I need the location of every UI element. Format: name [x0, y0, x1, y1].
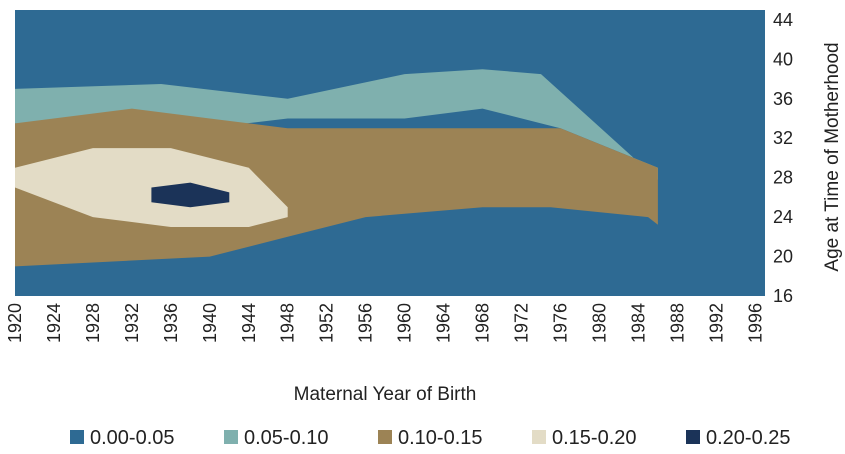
- legend-swatch: [70, 430, 84, 444]
- x-tick-label: 1980: [589, 303, 609, 343]
- x-tick-label: 1992: [706, 303, 726, 343]
- legend-label: 0.15-0.20: [552, 427, 637, 449]
- legend-label: 0.00-0.05: [90, 427, 175, 449]
- heat-band-0-20-0-25: [151, 182, 230, 208]
- y-tick-label: 40: [773, 49, 793, 69]
- x-tick-label: 1928: [83, 303, 103, 343]
- x-tick-label: 1924: [44, 303, 64, 343]
- x-tick-label: 1932: [122, 303, 142, 343]
- legend: 0.00-0.05 0.05-0.10 0.10-0.15 0.15-0.20 0.20…: [70, 427, 791, 449]
- legend-label: 0.10-0.15: [398, 427, 483, 449]
- y-tick-label: 24: [773, 207, 793, 227]
- x-tick-label: 1920: [5, 303, 25, 343]
- x-tick-label: 1972: [512, 303, 532, 343]
- x-tick-label: 1944: [239, 303, 259, 343]
- legend-swatch: [378, 430, 392, 444]
- x-tick-label: 1956: [356, 303, 376, 343]
- heat-band-0-15-0-20: [15, 148, 288, 227]
- legend-label: 0.05-0.10: [244, 427, 329, 449]
- y-tick-labels: 16 20 24 28 32 36 40 44: [773, 10, 793, 306]
- x-tick-label: 1976: [551, 303, 571, 343]
- y-tick-label: 16: [773, 286, 793, 306]
- legend-swatch: [686, 430, 700, 444]
- x-tick-label: 1940: [200, 303, 220, 343]
- x-tick-label: 1984: [628, 303, 648, 343]
- x-tick-label: 1936: [161, 303, 181, 343]
- y-tick-label: 20: [773, 247, 793, 267]
- x-axis-title: Maternal Year of Birth: [294, 384, 477, 405]
- x-tick-label: 1960: [395, 303, 415, 343]
- y-tick-label: 44: [773, 10, 793, 30]
- y-axis-title: Age at Time of Motherhood: [822, 42, 843, 271]
- x-tick-label: 1988: [667, 303, 687, 343]
- legend-label: 0.20-0.25: [706, 427, 791, 449]
- x-tick-label: 1996: [745, 303, 765, 343]
- legend-swatch: [224, 430, 238, 444]
- x-tick-label: 1968: [473, 303, 493, 343]
- legend-swatch: [532, 430, 546, 444]
- x-tick-label: 1948: [278, 303, 298, 343]
- heat-band-0-05-0-10: [15, 69, 658, 180]
- plot-area: [15, 10, 765, 296]
- y-tick-label: 28: [773, 168, 793, 188]
- y-tick-label: 32: [773, 128, 793, 148]
- x-tick-labels: 1920 1924 1928 1932 1936 1940 1944 1948 1952 1956…: [5, 303, 765, 343]
- x-tick-label: 1952: [317, 303, 337, 343]
- x-tick-label: 1964: [434, 303, 454, 343]
- y-tick-label: 36: [773, 89, 793, 109]
